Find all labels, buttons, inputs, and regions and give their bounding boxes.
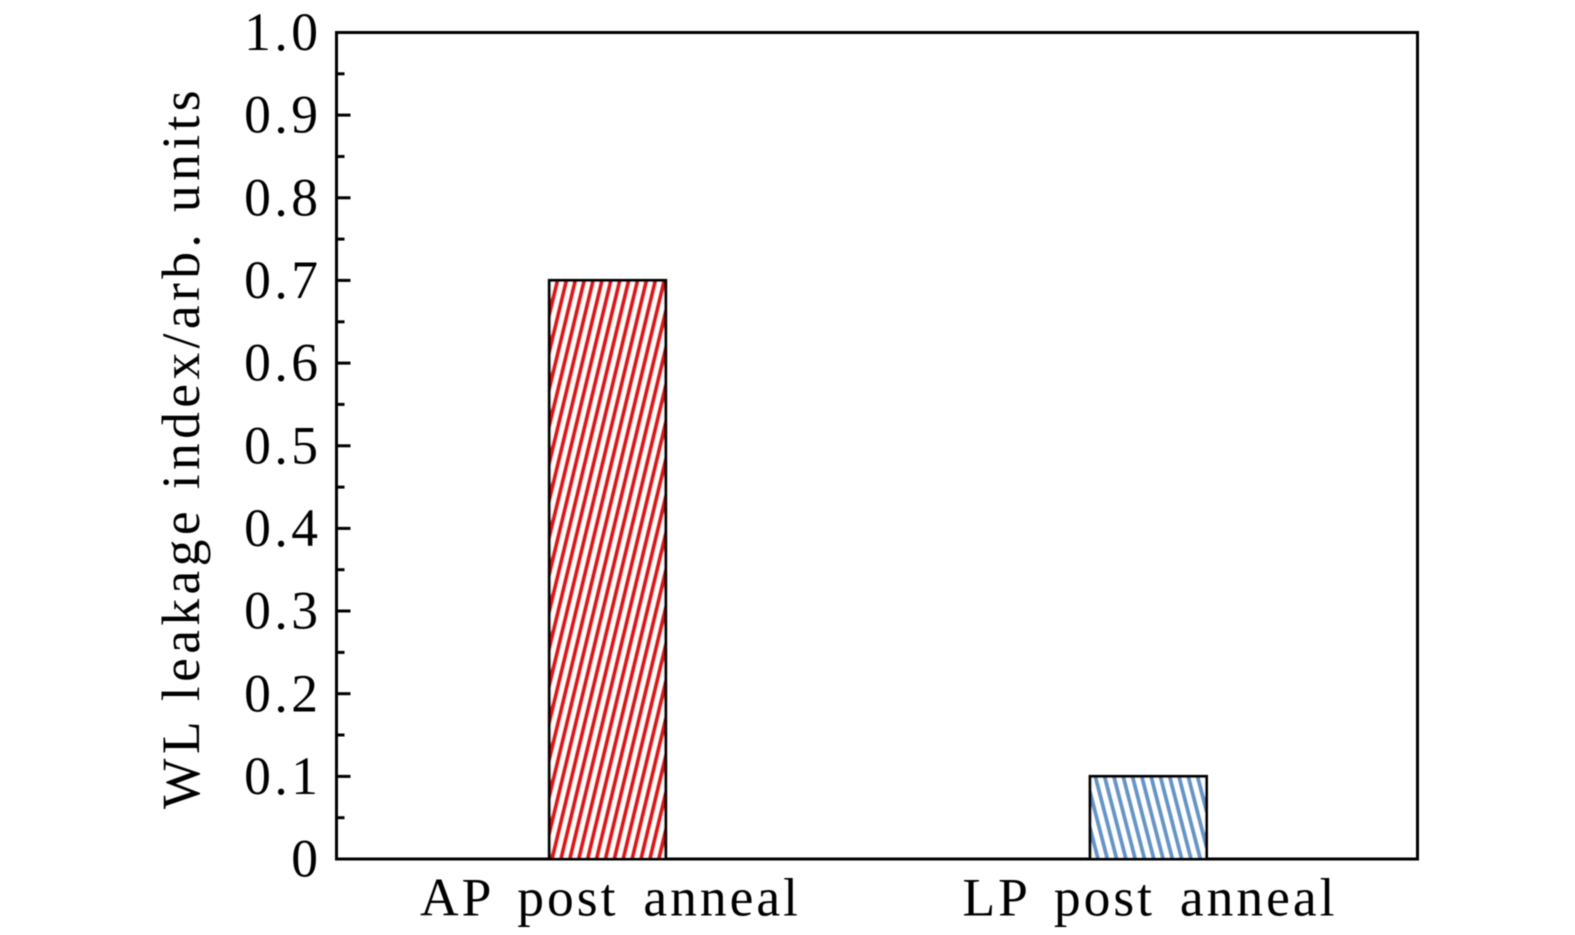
svg-text:WL leakage index/arb. units: WL leakage index/arb. units — [151, 86, 211, 809]
svg-text:0.8: 0.8 — [244, 167, 321, 227]
svg-text:0.9: 0.9 — [244, 85, 321, 145]
svg-text:LP post anneal: LP post anneal — [963, 868, 1338, 928]
svg-text:0: 0 — [291, 829, 321, 889]
svg-text:0.5: 0.5 — [244, 415, 321, 475]
svg-text:0.6: 0.6 — [244, 333, 321, 393]
svg-text:0.7: 0.7 — [244, 250, 321, 310]
svg-text:1.0: 1.0 — [244, 2, 321, 62]
svg-text:0.3: 0.3 — [244, 581, 321, 641]
svg-text:0.4: 0.4 — [244, 498, 321, 558]
svg-text:AP post anneal: AP post anneal — [420, 868, 801, 928]
svg-text:0.1: 0.1 — [244, 746, 321, 806]
svg-text:0.2: 0.2 — [244, 663, 321, 723]
